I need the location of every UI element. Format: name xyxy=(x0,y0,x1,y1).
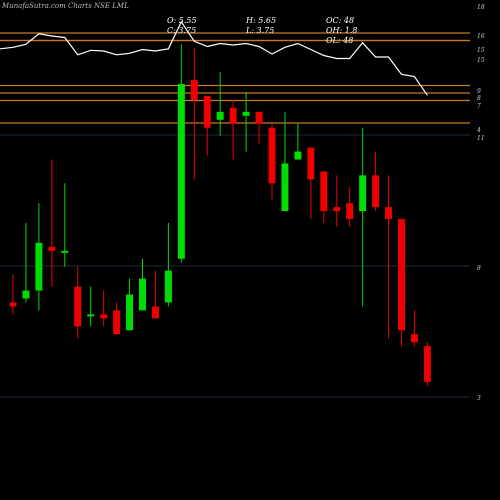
candle-body-22 xyxy=(294,151,302,160)
candle-body-32 xyxy=(423,346,431,382)
candle-body-15 xyxy=(203,95,211,128)
price-tick-label: 8 xyxy=(477,265,481,272)
candle-body-9 xyxy=(126,294,134,331)
ohlc-ol: OL: 48 xyxy=(326,36,354,45)
candle-body-3 xyxy=(48,246,56,251)
candle-body-10 xyxy=(139,278,146,311)
candle-body-1 xyxy=(22,290,30,299)
candle-body-23 xyxy=(307,147,315,180)
price-tick-label: 15 xyxy=(477,47,485,54)
candle-body-24 xyxy=(320,171,328,212)
candle-body-31 xyxy=(410,334,418,343)
candle-body-5 xyxy=(74,286,82,327)
candle-body-0 xyxy=(9,302,17,307)
candle-body-6 xyxy=(87,314,95,317)
candle-body-14 xyxy=(190,80,198,100)
candle-body-13 xyxy=(177,84,185,259)
candle-body-11 xyxy=(151,306,159,319)
candle-body-19 xyxy=(255,111,263,124)
price-tick-label: 4 xyxy=(476,127,481,134)
candle-body-17 xyxy=(229,107,237,124)
candle-body-4 xyxy=(61,250,69,253)
candle-body-21 xyxy=(281,163,289,212)
candle-body-12 xyxy=(164,270,172,303)
ohlc-oc: OC: 48 xyxy=(326,16,355,25)
chart-title: Charts NSE LML xyxy=(68,2,129,10)
candle-body-8 xyxy=(113,310,121,335)
ohlc-oh: OH: 1.8 xyxy=(326,26,358,35)
watermark-text: MunafaSutra.com xyxy=(2,2,66,10)
candle-body-26 xyxy=(346,203,354,220)
price-tick-label: 15 xyxy=(477,57,485,64)
ohlc-open: O: 5.55 xyxy=(167,16,197,25)
price-tick-label: 16 xyxy=(477,33,485,40)
candle-body-29 xyxy=(385,207,393,220)
candle-body-28 xyxy=(372,175,380,208)
price-tick-label: 7 xyxy=(477,103,481,110)
price-tick-label: 8 xyxy=(477,95,481,102)
candle-body-16 xyxy=(216,111,224,120)
price-tick-label: 11 xyxy=(477,135,485,142)
candle-body-7 xyxy=(100,314,108,319)
ohlc-close: C: 3.75 xyxy=(167,26,197,35)
ohlc-high: H: 5.65 xyxy=(246,16,277,25)
price-tick-label: 3 xyxy=(477,395,481,402)
overlay-line xyxy=(0,20,428,96)
price-tick-label: 18 xyxy=(477,4,485,11)
candle-body-20 xyxy=(268,127,276,184)
candle-body-27 xyxy=(359,175,367,212)
candle-body-30 xyxy=(398,219,405,331)
candle-body-25 xyxy=(333,207,341,212)
chart-watermark: MunafaSutra.com Charts NSE LML xyxy=(2,2,129,10)
ohlc-low: L: 3.75 xyxy=(246,26,275,35)
price-tick-label: 9 xyxy=(477,88,481,95)
candle-body-18 xyxy=(242,111,250,116)
candle-body-2 xyxy=(35,242,43,291)
